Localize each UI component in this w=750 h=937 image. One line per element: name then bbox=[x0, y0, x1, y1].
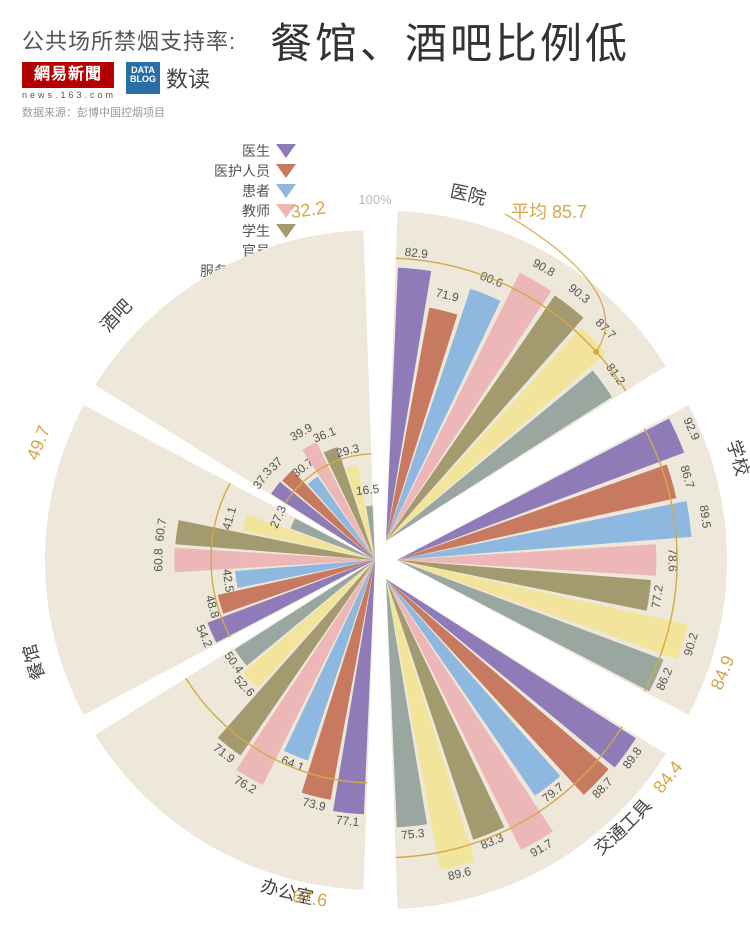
bar-value-label: 60.8 bbox=[151, 548, 165, 572]
radial-chart: 82.971.980.690.890.387.781.2平均 85.7医院92.… bbox=[0, 0, 750, 937]
hundred-percent-label: 100% bbox=[358, 192, 392, 207]
sector-average-label: 67.6 bbox=[291, 886, 328, 911]
average-overall-label: 平均 85.7 bbox=[511, 202, 587, 222]
sector-average-label: 49.7 bbox=[23, 423, 55, 463]
sector-average-label: 32.2 bbox=[289, 198, 326, 223]
sector-name-label: 餐馆 bbox=[19, 642, 49, 683]
sector-name-label: 酒吧 bbox=[96, 296, 135, 336]
bar-value-label: 77.1 bbox=[335, 813, 360, 829]
sector-name-label: 医院 bbox=[448, 181, 488, 209]
bar-value-label: 16.5 bbox=[355, 482, 380, 498]
bar-value-label: 75.3 bbox=[400, 826, 425, 842]
sector-name-label: 学校 bbox=[723, 438, 750, 479]
